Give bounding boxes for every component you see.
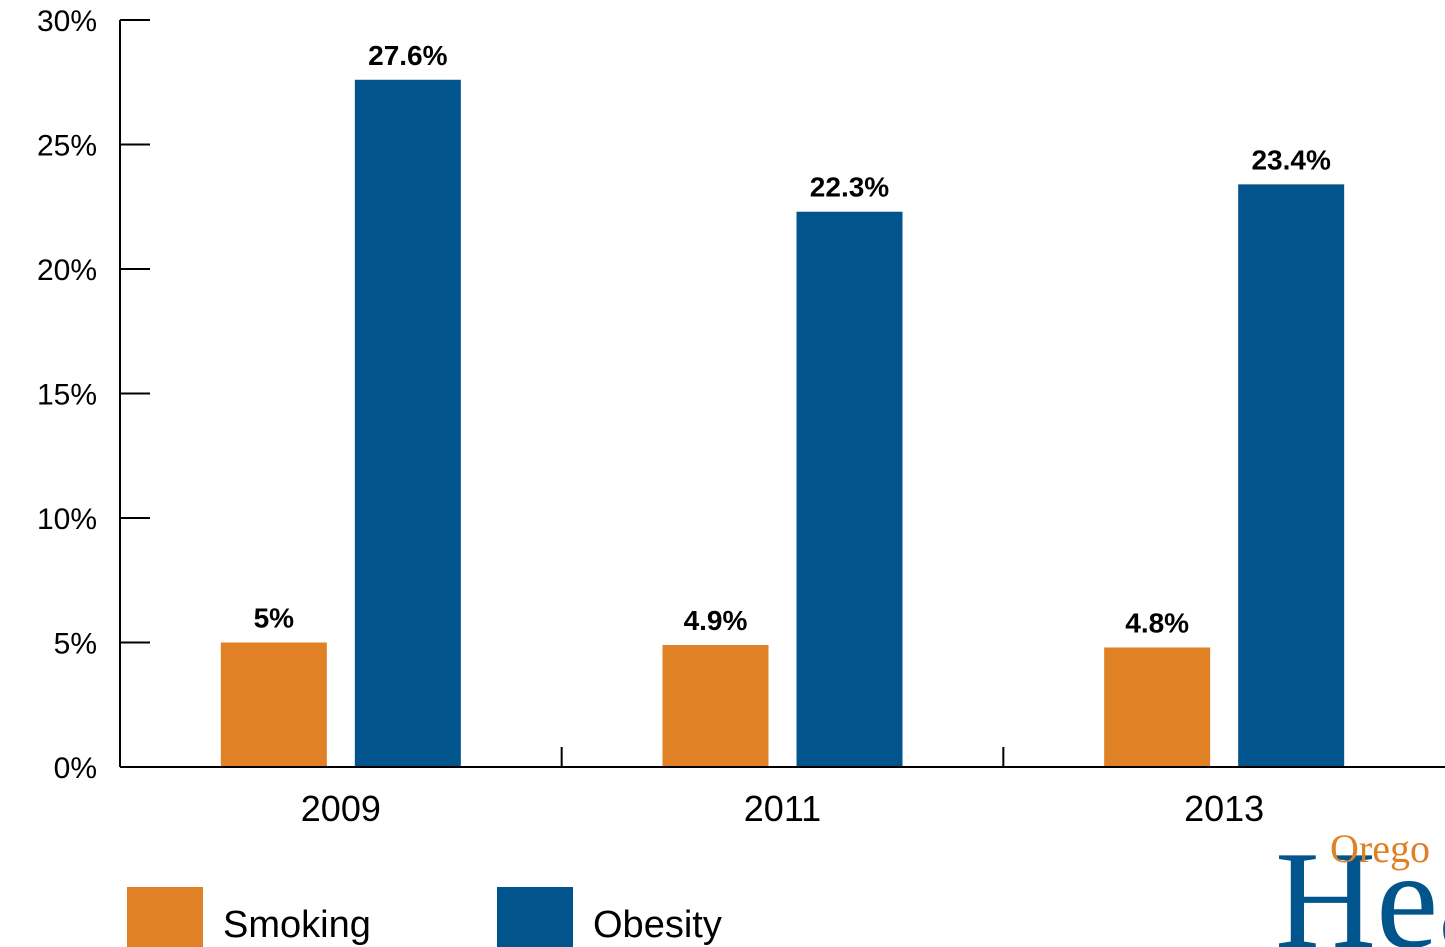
legend: Smoking Obesity (127, 887, 722, 947)
data-label: 4.9% (684, 605, 748, 636)
y-tick-label: 20% (37, 254, 97, 287)
logo-small-text: Orego (1330, 826, 1430, 871)
y-tick-label: 10% (37, 503, 97, 536)
bar-smoking-2013 (1104, 647, 1211, 767)
y-tick-label: 15% (37, 379, 97, 412)
data-label: 5% (254, 603, 295, 634)
legend-swatch-obesity (497, 887, 573, 947)
x-category-label: 2009 (301, 788, 381, 829)
y-axis: 0% 5% 10% 15% 20% 25% 30% (37, 5, 150, 785)
bar-obesity-2011 (796, 211, 903, 768)
y-tick-label: 5% (54, 628, 97, 661)
x-category-label: 2013 (1184, 788, 1264, 829)
data-label: 4.8% (1125, 607, 1189, 638)
data-label: 27.6% (368, 40, 447, 71)
legend-label-obesity: Obesity (593, 904, 722, 946)
y-tick-label: 30% (37, 5, 97, 38)
data-label: 22.3% (810, 172, 889, 203)
bars: 5% 27.6% 4.9% 22.3% 4.8% 23.4% (220, 40, 1345, 768)
logo: Hea Orego (1275, 823, 1445, 947)
x-axis: 2009 2011 2013 (120, 747, 1445, 829)
legend-swatch-smoking (127, 887, 203, 947)
logo-large-text: Hea (1275, 823, 1445, 947)
bar-obesity-2009 (354, 79, 461, 767)
bar-obesity-2013 (1238, 184, 1345, 768)
y-tick-label: 25% (37, 130, 97, 163)
y-tick-label: 0% (54, 752, 97, 785)
bar-smoking-2009 (220, 642, 327, 767)
x-category-label: 2011 (744, 788, 821, 829)
bar-smoking-2011 (662, 644, 769, 767)
data-label: 23.4% (1251, 144, 1330, 175)
legend-label-smoking: Smoking (223, 904, 371, 946)
